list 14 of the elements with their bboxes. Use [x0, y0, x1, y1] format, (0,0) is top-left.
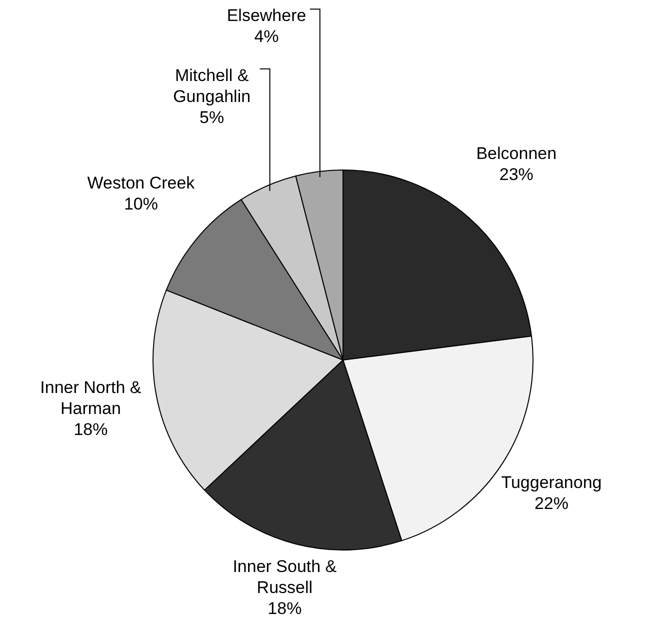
slice-label: Mitchell & Gungahlin — [173, 66, 251, 106]
slice-label: Inner North & Harman — [40, 378, 142, 418]
data-label: 4% — [254, 27, 279, 46]
slice-label: Tuggeranong — [501, 472, 602, 492]
data-label: 18% — [74, 420, 108, 440]
data-label: 23% — [499, 164, 534, 184]
data-label: 22% — [534, 494, 569, 513]
data-label: 18% — [268, 599, 302, 618]
data-label: 10% — [124, 194, 158, 214]
data-label: 5% — [200, 108, 224, 127]
slice-label: Elsewhere — [226, 6, 306, 26]
slice-label: Belconnen — [476, 144, 557, 163]
slice-label: Inner South & Russell — [232, 557, 338, 598]
slice-label: Weston Creek — [87, 173, 196, 192]
